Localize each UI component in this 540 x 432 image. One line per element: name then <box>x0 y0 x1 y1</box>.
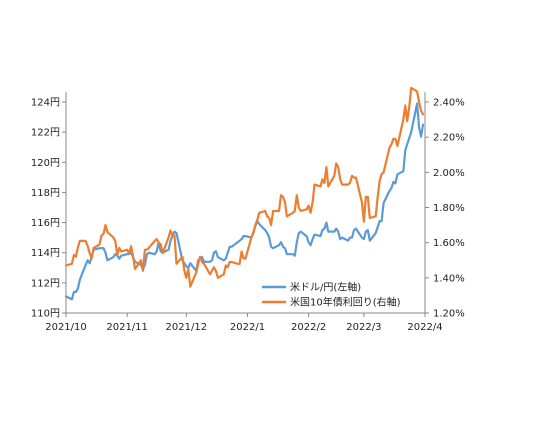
x-tick-label: 2022/3 <box>346 322 381 333</box>
left-tick-label: 120円 <box>31 158 60 169</box>
series-line-1 <box>64 102 425 301</box>
series-group <box>64 86 425 301</box>
x-tick-label: 2021/11 <box>106 322 148 333</box>
right-tick-label: 2.40% <box>433 98 465 109</box>
x-tick-label: 2022/2 <box>291 322 326 333</box>
legend-label-2: 米国10年債利回り(右軸) <box>290 296 401 309</box>
x-tick-label: 2021/10 <box>45 322 87 333</box>
left-tick-label: 118円 <box>31 188 60 199</box>
x-tick-label: 2022/4 <box>407 322 442 333</box>
left-tick-label: 124円 <box>31 98 60 109</box>
right-tick-label: 1.80% <box>433 203 465 214</box>
left-tick-label: 110円 <box>31 309 60 320</box>
left-axis-ticks: 110円 112円 114円 116円 118円 120円 122円 124円 <box>31 98 66 320</box>
x-tick-label: 2022/1 <box>230 322 265 333</box>
right-tick-label: 1.20% <box>433 309 465 320</box>
right-tick-label: 1.40% <box>433 273 465 284</box>
left-tick-label: 116円 <box>31 218 60 229</box>
series-line-2 <box>64 86 425 288</box>
legend-label-1: 米ドル/円(左軸) <box>290 281 361 294</box>
right-tick-label: 2.20% <box>433 133 465 144</box>
left-tick-label: 114円 <box>31 248 60 259</box>
x-axis-ticks: 2021/10 2021/11 2021/12 2022/1 2022/2 2022/3 2… <box>45 313 443 333</box>
right-tick-label: 2.00% <box>433 168 465 179</box>
x-tick-label: 2021/12 <box>166 322 208 333</box>
axes <box>65 92 426 314</box>
right-axis-ticks: 1.20% 1.40% 1.60% 1.80% 2.00% 2.20% 2.40% <box>425 98 465 320</box>
left-tick-label: 112円 <box>31 278 60 289</box>
left-tick-label: 122円 <box>31 128 60 139</box>
right-tick-label: 1.60% <box>433 238 465 249</box>
legend: 米ドル/円(左軸) 米国10年債利回り(右軸) <box>262 281 401 309</box>
